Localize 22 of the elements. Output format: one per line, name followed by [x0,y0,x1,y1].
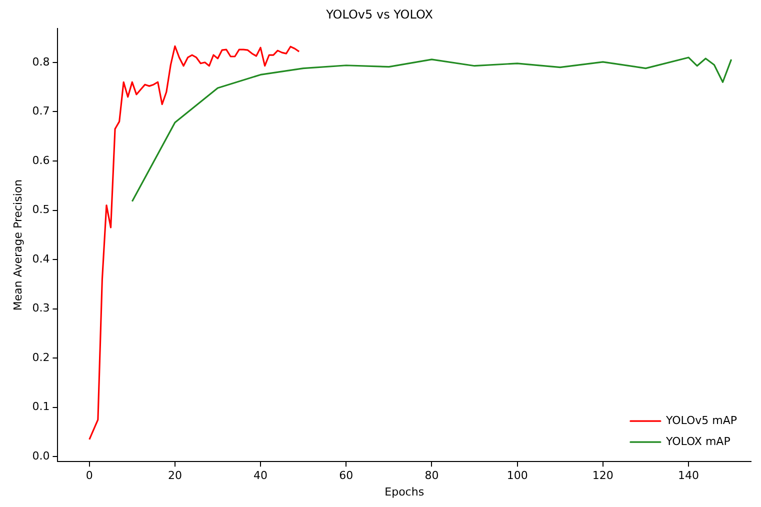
y-tick-label: 0.4 [32,252,50,266]
x-tick-label: 20 [168,469,182,482]
chart-title: YOLOv5 vs YOLOX [325,7,433,22]
x-tick-label: 120 [592,469,614,482]
y-tick-label: 0.1 [32,400,50,414]
y-axis-title: Mean Average Precision [11,179,24,311]
x-tick-label: 100 [506,469,528,482]
legend-label: YOLOv5 mAP [664,414,738,427]
x-tick-label: 60 [339,469,354,482]
x-tick-label: 80 [424,469,439,482]
x-tick-label: 0 [86,469,93,482]
legend-label: YOLOX mAP [664,434,731,448]
y-tick-label: 0.6 [32,154,50,167]
x-tick-label: 40 [254,469,268,482]
y-tick-label: 0.0 [32,450,50,463]
x-axis-title: Epochs [384,485,424,498]
y-tick-label: 0.5 [32,203,50,216]
y-tick-label: 0.2 [32,350,50,364]
y-tick-label: 0.7 [32,104,50,118]
y-tick-label: 0.3 [32,302,50,315]
y-tick-label: 0.8 [32,55,50,68]
x-tick-label: 140 [678,469,700,482]
